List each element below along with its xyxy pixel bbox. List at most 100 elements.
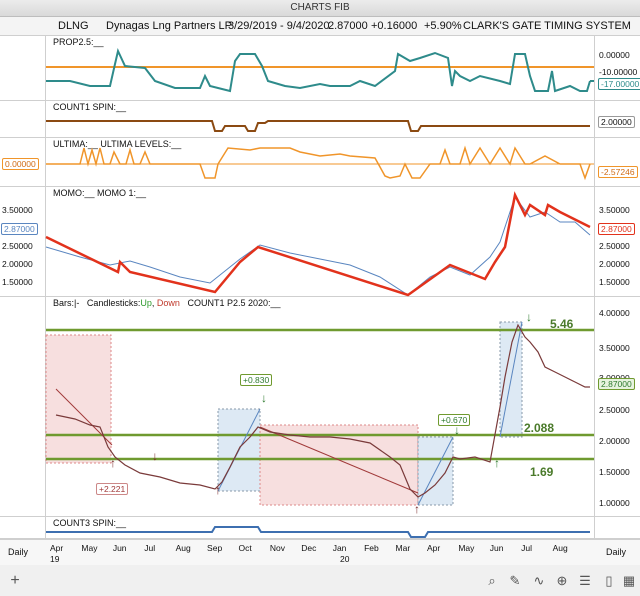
- period-label[interactable]: Daily: [8, 547, 29, 557]
- left-axis: 0.00000: [0, 138, 46, 186]
- level-label: 2.088: [524, 421, 555, 435]
- arrow-up-icon: ↑: [110, 456, 116, 470]
- arrow-up-icon: ↑: [494, 456, 500, 470]
- gain-annotation: +0.830: [240, 374, 273, 386]
- year-label: 20: [340, 554, 350, 564]
- last-price: 2.87000: [328, 20, 368, 32]
- percent-change: +5.90%: [424, 20, 462, 32]
- quote-header: DLNG Dynagas Lng Partners LP 3/29/2019 -…: [0, 17, 640, 36]
- tick: 4.00000: [599, 308, 630, 318]
- prop-plot: [46, 47, 594, 93]
- arrow-down-icon: ↓: [261, 391, 267, 405]
- month-label: May: [458, 543, 475, 553]
- month-label: May: [81, 543, 98, 553]
- price-value-flag: 2.87000: [598, 378, 635, 390]
- gain-annotation: +2.221: [96, 483, 129, 495]
- down-label: Down: [156, 298, 180, 308]
- count1-panel[interactable]: COUNT1 SPIN:__ 2.00000: [0, 101, 640, 138]
- price-change: +0.16000: [371, 20, 418, 32]
- arrow-up-icon: ↑: [215, 483, 221, 497]
- prop-panel[interactable]: 0.00000 -10.00000 -17.00000 PROP2.5:__ -…: [0, 36, 640, 101]
- trend-line: [499, 321, 523, 438]
- layout-icon[interactable]: ▦: [622, 573, 636, 588]
- price-series: [55, 323, 590, 498]
- count1-value-flag: 2.00000: [598, 116, 635, 128]
- panel-title: PROP2.5:__: [53, 37, 104, 47]
- drawing-icon[interactable]: ✎: [509, 573, 521, 588]
- arrow-down-icon: ↓: [152, 449, 158, 463]
- panel-title: MOMO:__ MOMO 1:__: [53, 188, 147, 198]
- list-icon[interactable]: ☰: [579, 573, 591, 588]
- period-label[interactable]: Daily: [606, 547, 627, 557]
- tick: 0.00000: [599, 50, 630, 60]
- panel-title: Bars:|- Candlesticks:Up, Down COUNT1 P2.…: [53, 298, 281, 308]
- right-axis: [594, 138, 640, 186]
- count3-plot: [46, 526, 590, 538]
- arrow-up-icon: ↑: [414, 502, 420, 516]
- left-axis: [0, 101, 46, 137]
- tick: -10.00000: [599, 67, 638, 77]
- level-label: 1.69: [530, 465, 554, 479]
- month-label: Jul: [521, 543, 533, 553]
- tick: 2.00000: [599, 259, 630, 269]
- tick: 3.50000: [599, 205, 630, 215]
- tick: 1.00000: [599, 498, 630, 508]
- month-label: Jan: [332, 543, 347, 553]
- count3-series: [46, 526, 590, 538]
- month-label: Feb: [364, 543, 379, 553]
- company-name: Dynagas Lng Partners LP: [106, 20, 232, 32]
- right-axis: 3.50000 2.50000 2.00000 1.50000: [594, 187, 640, 296]
- year-label: 19: [50, 554, 60, 564]
- tick: 2.00000: [2, 259, 33, 269]
- book-icon[interactable]: ▯: [605, 573, 613, 588]
- date-range[interactable]: 3/29/2019 - 9/4/2020: [228, 20, 330, 32]
- trend-line: [259, 426, 419, 494]
- zoom-icon[interactable]: ⊕: [556, 573, 568, 588]
- panel-title: ULTIMA:__ ULTIMA LEVELS:__: [53, 139, 182, 149]
- arrow-down-icon: ↓: [526, 310, 532, 324]
- month-label: Apr: [426, 543, 441, 553]
- time-axis[interactable]: Daily Daily Apr May Jun Jul Aug Sep Oct Nov Dec J…: [0, 539, 640, 566]
- tick: 3.50000: [599, 343, 630, 353]
- right-axis: 4.00000 3.50000 3.00000 2.50000 2.00000 …: [594, 297, 640, 516]
- momo-plot: [45, 191, 591, 297]
- month-label: Jul: [144, 543, 156, 553]
- tick: 1.50000: [599, 277, 630, 287]
- ultima-value-flag: -2.57246: [598, 166, 638, 178]
- count-label: COUNT1 P2.5 2020:__: [187, 298, 281, 308]
- candles-label: Candlesticks:: [86, 298, 141, 308]
- prop-value-flag: -17.00000: [598, 78, 640, 90]
- level-label: 5.46: [550, 317, 574, 331]
- price-plot: ↓ ↓ ↓ ↓ ↑ ↑ ↑ ↑: [45, 310, 594, 516]
- tick: 2.50000: [2, 241, 33, 251]
- count3-panel[interactable]: COUNT3 SPIN:__: [0, 517, 640, 539]
- tick: 2.00000: [599, 436, 630, 446]
- ultima-series: [46, 145, 591, 181]
- month-label: Dec: [301, 543, 317, 553]
- search-icon[interactable]: ⌕: [488, 573, 496, 588]
- month-label: Sep: [207, 543, 223, 553]
- price-panel[interactable]: 4.00000 3.50000 3.00000 2.50000 2.00000 …: [0, 297, 640, 517]
- indicator-icon[interactable]: ∿: [533, 573, 545, 588]
- month-label: Nov: [269, 543, 285, 553]
- count1-series: [46, 120, 590, 132]
- momo-panel[interactable]: 3.50000 2.87000 2.50000 2.00000 1.50000 …: [0, 187, 640, 297]
- tick: 2.50000: [599, 241, 630, 251]
- month-label: Aug: [552, 543, 568, 553]
- left-axis: 3.50000 2.87000 2.50000 2.00000 1.50000: [0, 187, 46, 296]
- momo-value-flag: 2.87000: [598, 223, 635, 235]
- momo-left-flag: 2.87000: [1, 223, 38, 235]
- gain-annotation: +0.670: [438, 414, 471, 426]
- ultima-plot: [46, 145, 594, 181]
- zone-down: [45, 334, 112, 464]
- ultima-panel[interactable]: 0.00000 ULTIMA:__ ULTIMA LEVELS:__ -2.57…: [0, 138, 640, 187]
- window-title: CHARTS FIB: [0, 0, 640, 17]
- trend-line: [55, 388, 113, 446]
- add-icon[interactable]: +: [10, 572, 20, 589]
- symbol[interactable]: DLNG: [58, 20, 89, 32]
- momo1-series: [45, 195, 591, 296]
- left-axis: [0, 36, 46, 100]
- count1-plot: [46, 120, 590, 132]
- prop-series: [46, 47, 591, 93]
- system-name: CLARK'S GATE TIMING SYSTEM: [463, 20, 631, 32]
